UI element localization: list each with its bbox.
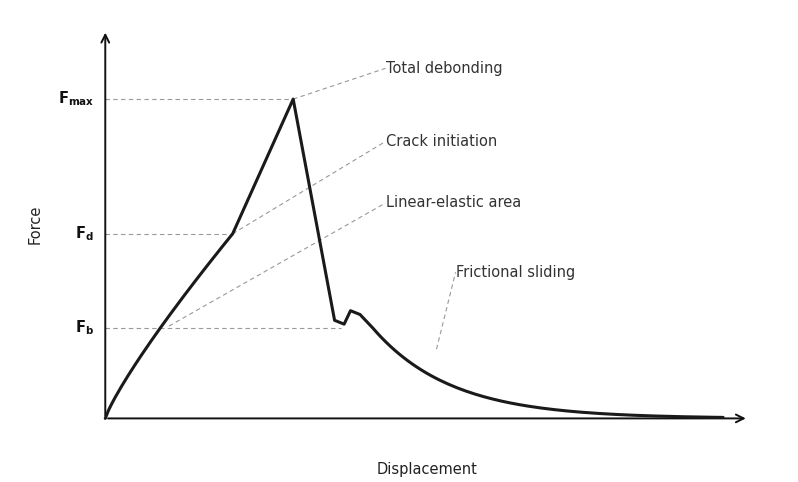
- Text: $\mathbf{F_b}$: $\mathbf{F_b}$: [75, 319, 94, 337]
- Text: Total debonding: Total debonding: [385, 61, 502, 76]
- Text: $\mathbf{F_{max}}$: $\mathbf{F_{max}}$: [57, 90, 94, 108]
- Text: Force: Force: [27, 204, 42, 244]
- Text: Crack initiation: Crack initiation: [385, 134, 497, 149]
- Text: Linear-elastic area: Linear-elastic area: [385, 196, 521, 211]
- Text: $\mathbf{F_d}$: $\mathbf{F_d}$: [75, 225, 94, 243]
- Text: Displacement: Displacement: [377, 462, 477, 477]
- Text: Frictional sliding: Frictional sliding: [456, 265, 575, 280]
